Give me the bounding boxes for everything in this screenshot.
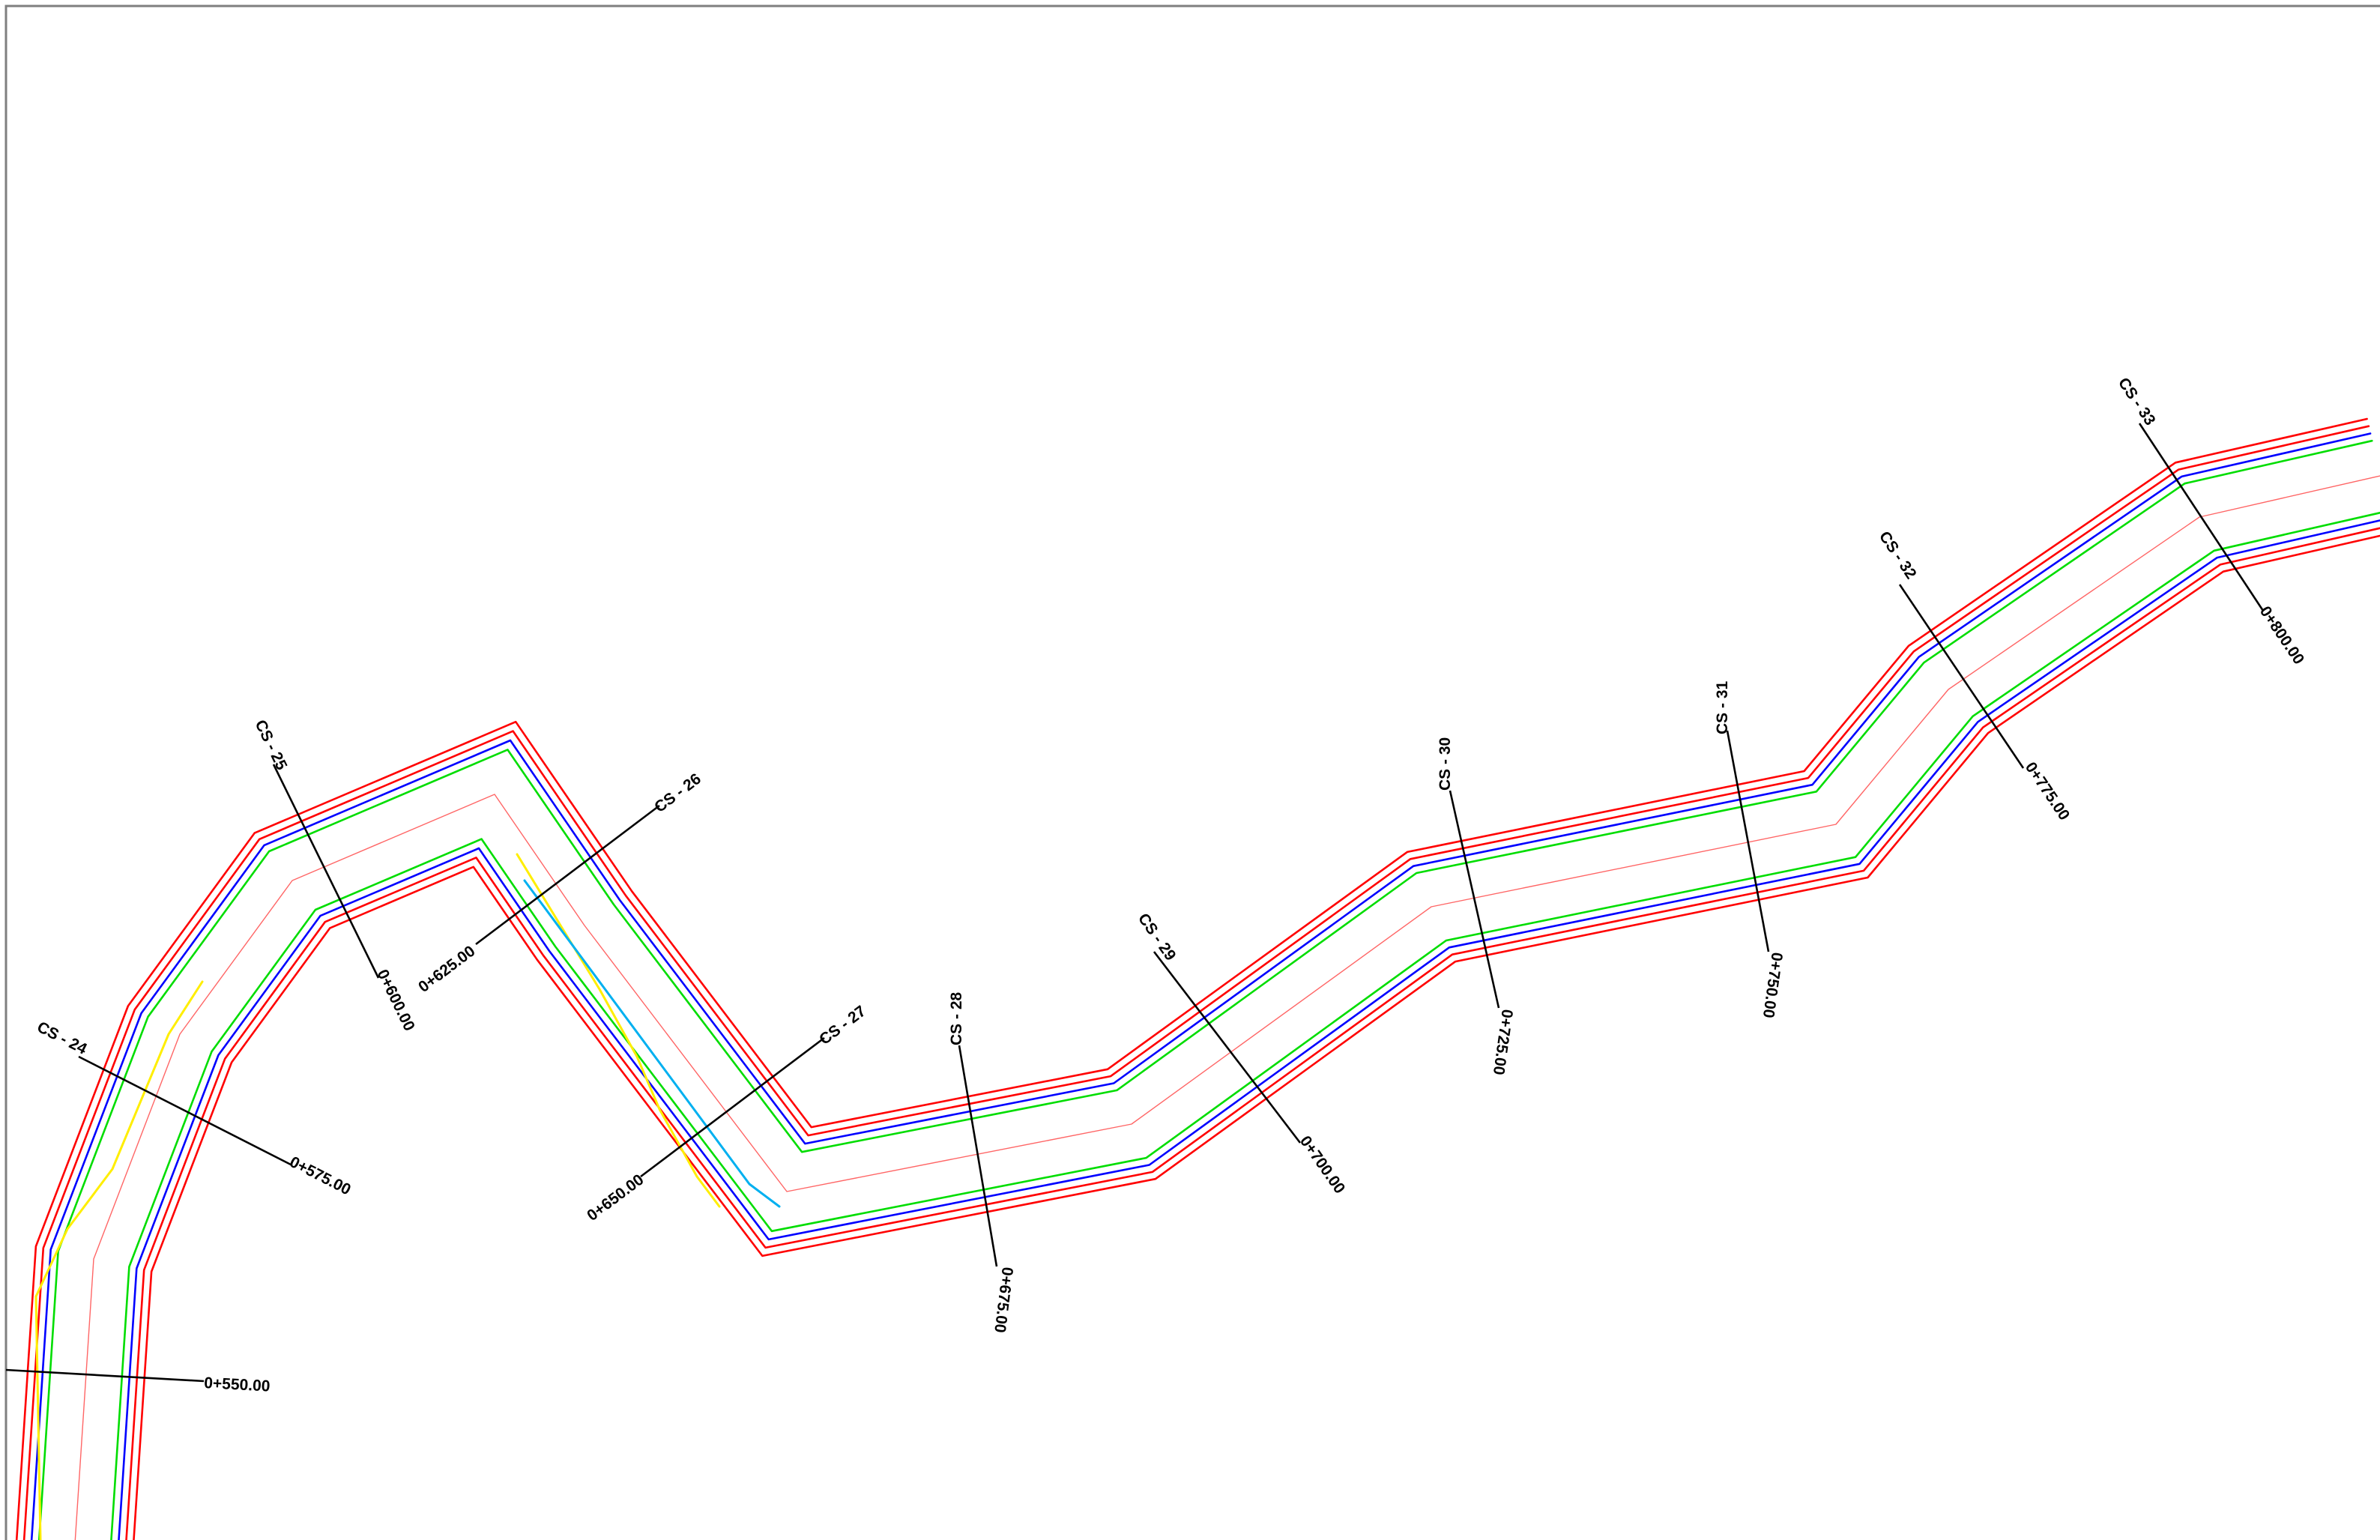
edge-chainage: 0+550.00	[204, 1374, 271, 1395]
section-name: CS - 31	[1714, 680, 1731, 734]
channel-alignment	[15, 417, 2380, 1540]
bank-top-line-right	[125, 527, 2380, 1540]
water-edge-left	[30, 432, 2372, 1540]
section-name: CS - 30	[1437, 737, 1454, 791]
section-name: CS - 28	[948, 991, 965, 1045]
wet-area-edge	[523, 879, 781, 1208]
section-edge: 0+550.00	[5, 1368, 271, 1395]
bank-top-line-left	[22, 425, 2370, 1540]
existing-bank-line-2	[516, 853, 721, 1208]
existing-bank-line	[34, 980, 204, 1540]
channel-edge-left	[37, 439, 2373, 1540]
water-edge-right	[118, 519, 2380, 1540]
channel-centerline	[74, 475, 2380, 1540]
channel-edge-right	[110, 511, 2380, 1540]
bank-outer-line-left	[15, 417, 2368, 1540]
bank-outer-line-right	[133, 534, 2380, 1540]
drawing-frame	[4, 4, 2380, 1540]
